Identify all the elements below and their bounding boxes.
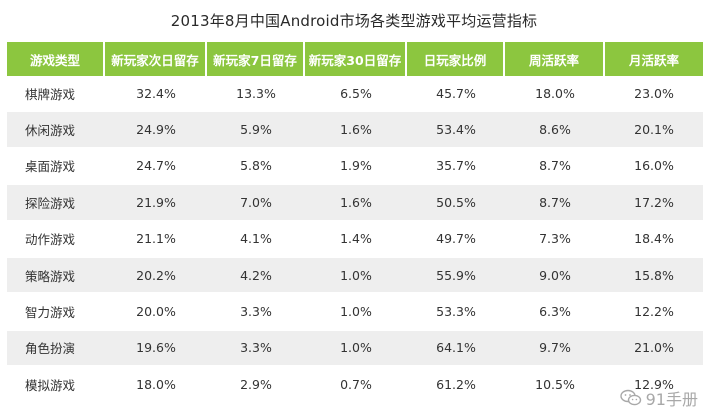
row-label: 探险游戏	[7, 185, 105, 222]
table-body: 棋牌游戏 32.4% 13.3% 6.5% 45.7% 18.0% 23.0% 休闲游戏 24.…	[7, 76, 703, 404]
table-cell: 4.1%	[207, 221, 305, 258]
table-row: 休闲游戏 24.9% 5.9% 1.6% 53.4% 8.6% 20.1%	[7, 112, 703, 149]
table-cell: 24.9%	[105, 112, 207, 149]
table-row: 策略游戏 20.2% 4.2% 1.0% 55.9% 9.0% 15.8%	[7, 257, 703, 295]
row-label: 桌面游戏	[7, 148, 105, 186]
table-cell: 3.3%	[207, 330, 305, 368]
metrics-table: 游戏类型 新玩家次日留存 新玩家7日留存 新玩家30日留存 日玩家比例 周活跃率 月活跃率 …	[7, 42, 703, 404]
table-cell: 18.0%	[505, 76, 605, 113]
table-cell: 10.5%	[505, 367, 605, 404]
table-cell: 5.9%	[207, 112, 305, 149]
column-header: 新玩家30日留存	[305, 42, 407, 76]
table-cell: 16.0%	[605, 148, 703, 186]
table-cell: 8.6%	[505, 112, 605, 149]
row-label: 策略游戏	[7, 257, 105, 295]
table-cell: 7.3%	[505, 221, 605, 258]
table-cell: 9.7%	[505, 330, 605, 368]
table-cell: 21.1%	[105, 221, 207, 258]
table-cell: 21.9%	[105, 185, 207, 222]
table-cell: 15.8%	[605, 257, 703, 295]
table-cell: 19.6%	[105, 330, 207, 368]
table-cell: 1.9%	[305, 148, 407, 186]
table-cell: 23.0%	[605, 76, 703, 113]
row-label: 模拟游戏	[7, 367, 105, 404]
wechat-icon	[619, 389, 642, 407]
table-cell: 1.0%	[305, 257, 407, 295]
column-header: 月活跃率	[605, 42, 703, 76]
row-label: 角色扮演	[7, 330, 105, 368]
table-cell: 20.0%	[105, 294, 207, 331]
table-cell: 0.7%	[305, 367, 407, 404]
column-header: 周活跃率	[505, 42, 605, 76]
table-cell: 21.0%	[605, 330, 703, 368]
table-cell: 8.7%	[505, 185, 605, 222]
table-row: 棋牌游戏 32.4% 13.3% 6.5% 45.7% 18.0% 23.0%	[7, 76, 703, 113]
table-cell: 53.3%	[407, 294, 505, 331]
row-label: 动作游戏	[7, 221, 105, 258]
table-cell: 17.2%	[605, 185, 703, 222]
table-cell: 24.7%	[105, 148, 207, 186]
table-cell: 1.6%	[305, 112, 407, 149]
table-cell: 20.1%	[605, 112, 703, 149]
column-header: 游戏类型	[7, 42, 105, 76]
row-label: 棋牌游戏	[7, 76, 105, 113]
table-header-row: 游戏类型 新玩家次日留存 新玩家7日留存 新玩家30日留存 日玩家比例 周活跃率 月活跃率	[7, 42, 703, 76]
column-header: 新玩家次日留存	[105, 42, 207, 76]
table-cell: 4.2%	[207, 257, 305, 295]
watermark-text: 91手册	[645, 390, 698, 409]
table-cell: 18.0%	[105, 367, 207, 404]
table-cell: 53.4%	[407, 112, 505, 149]
table-cell: 2.9%	[207, 367, 305, 404]
table-row: 角色扮演 19.6% 3.3% 1.0% 64.1% 9.7% 21.0%	[7, 330, 703, 368]
watermark: 91手册	[619, 386, 698, 410]
table-cell: 3.3%	[207, 294, 305, 331]
table-row: 桌面游戏 24.7% 5.8% 1.9% 35.7% 8.7% 16.0%	[7, 148, 703, 186]
row-label: 智力游戏	[7, 294, 105, 331]
table-row: 模拟游戏 18.0% 2.9% 0.7% 61.2% 10.5% 12.9%	[7, 367, 703, 404]
table-row: 动作游戏 21.1% 4.1% 1.4% 49.7% 7.3% 18.4%	[7, 221, 703, 258]
table-cell: 13.3%	[207, 76, 305, 113]
table-cell: 49.7%	[407, 221, 505, 258]
table-cell: 20.2%	[105, 257, 207, 295]
table-cell: 1.6%	[305, 185, 407, 222]
table-cell: 18.4%	[605, 221, 703, 258]
table-cell: 8.7%	[505, 148, 605, 186]
table-cell: 64.1%	[407, 330, 505, 368]
table-row: 智力游戏 20.0% 3.3% 1.0% 53.3% 6.3% 12.2%	[7, 294, 703, 331]
table-cell: 6.3%	[505, 294, 605, 331]
table-row: 探险游戏 21.9% 7.0% 1.6% 50.5% 8.7% 17.2%	[7, 185, 703, 222]
table-cell: 6.5%	[305, 76, 407, 113]
table-cell: 5.8%	[207, 148, 305, 186]
table-cell: 1.0%	[305, 330, 407, 368]
table-cell: 45.7%	[407, 76, 505, 113]
column-header: 日玩家比例	[407, 42, 505, 76]
table-cell: 35.7%	[407, 148, 505, 186]
table-cell: 12.2%	[605, 294, 703, 331]
table-cell: 61.2%	[407, 367, 505, 404]
table-cell: 50.5%	[407, 185, 505, 222]
table-cell: 9.0%	[505, 257, 605, 295]
table-cell: 1.4%	[305, 221, 407, 258]
table-cell: 32.4%	[105, 76, 207, 113]
row-label: 休闲游戏	[7, 112, 105, 149]
table-cell: 1.0%	[305, 294, 407, 331]
chart-title: 2013年8月中国Android市场各类型游戏平均运营指标	[170, 12, 538, 30]
column-header: 新玩家7日留存	[207, 42, 305, 76]
table-cell: 7.0%	[207, 185, 305, 222]
table-cell: 55.9%	[407, 257, 505, 295]
